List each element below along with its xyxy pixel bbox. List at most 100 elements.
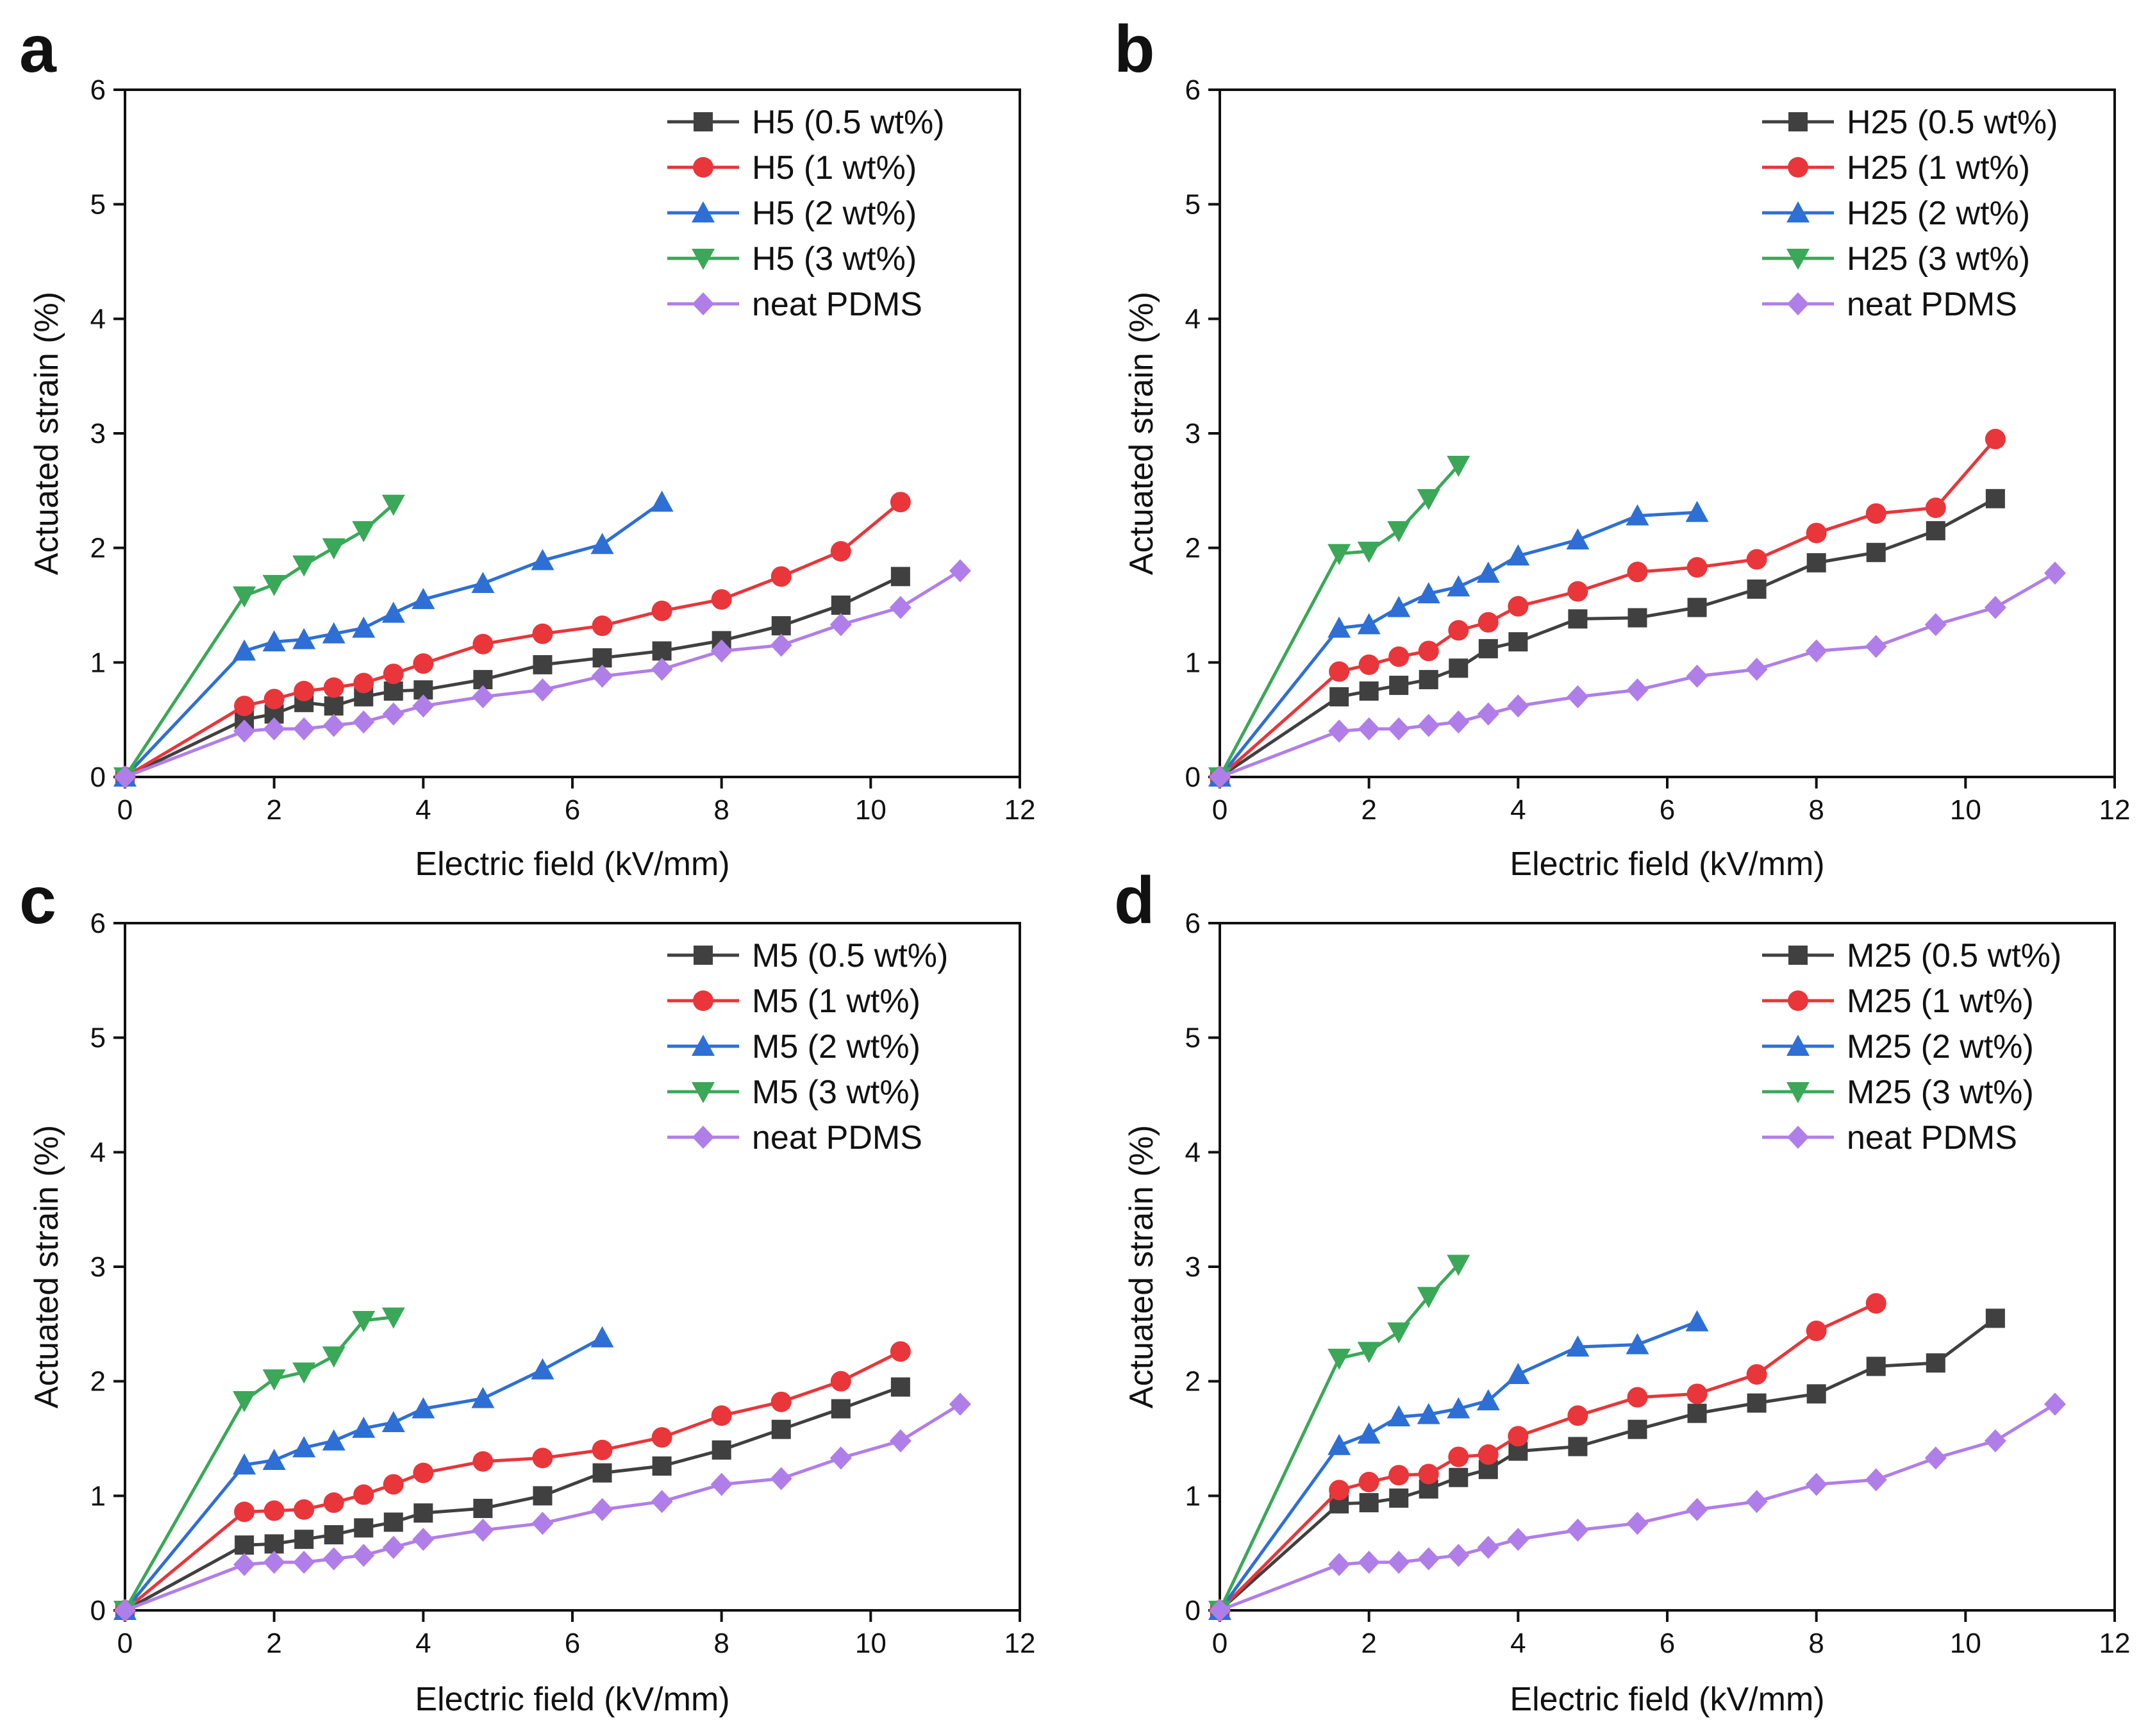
data-point	[1568, 1437, 1588, 1456]
data-point	[383, 1512, 403, 1532]
series-line	[1219, 1317, 1997, 1612]
data-point	[322, 1547, 345, 1571]
data-point	[1476, 561, 1500, 583]
data-point	[650, 490, 674, 512]
data-point	[949, 559, 971, 583]
x-tick-label: 0	[117, 1628, 133, 1659]
y-tick-label: 5	[90, 1022, 106, 1054]
y-tick-label: 3	[1185, 1251, 1201, 1283]
data-point	[1687, 1403, 1707, 1423]
series-2	[1208, 1310, 1709, 1620]
series-line	[124, 1349, 902, 1612]
data-point	[1926, 521, 1945, 540]
data-point	[262, 1448, 286, 1470]
data-point	[1746, 549, 1767, 570]
data-point	[1329, 1480, 1350, 1501]
series-4	[114, 1392, 971, 1622]
data-point	[412, 588, 435, 610]
data-point	[711, 1405, 732, 1426]
data-point	[1478, 638, 1498, 658]
data-point	[1985, 428, 2006, 449]
data-point	[829, 1446, 852, 1470]
data-point	[1388, 1465, 1410, 1486]
data-point	[1328, 719, 1351, 743]
legend-item: M25 (1 wt%)	[1762, 983, 2034, 1020]
data-point	[651, 1427, 672, 1448]
data-point	[1985, 488, 2005, 508]
data-point	[262, 1369, 286, 1391]
legend-marker	[692, 1035, 715, 1056]
y-tick-label: 6	[90, 908, 106, 939]
x-tick-label: 2	[266, 794, 281, 826]
legend-label: neat PDMS	[1847, 1119, 2017, 1156]
data-point	[383, 681, 403, 701]
y-tick-label: 4	[1185, 1137, 1201, 1168]
legend-item: M5 (3 wt%)	[667, 1074, 920, 1111]
data-point	[710, 639, 733, 663]
data-point	[590, 1326, 614, 1348]
series-layer	[1208, 1255, 2066, 1622]
y-tick-label: 0	[90, 762, 106, 793]
data-point	[1865, 1468, 1887, 1492]
data-point	[1388, 717, 1410, 740]
data-point	[1359, 1493, 1379, 1513]
data-point	[352, 1310, 376, 1332]
series-1	[115, 492, 911, 787]
data-point	[381, 1410, 405, 1432]
data-point	[1627, 562, 1648, 583]
data-point	[1449, 1467, 1469, 1487]
data-point	[412, 1528, 435, 1551]
data-point	[263, 689, 285, 710]
legend-item: M25 (3 wt%)	[1762, 1074, 2034, 1111]
data-point	[1507, 694, 1529, 718]
legend-item: M25 (0.5 wt%)	[1762, 937, 2061, 974]
legend-marker	[1788, 946, 1808, 965]
data-point	[591, 1498, 613, 1521]
data-point	[235, 1535, 254, 1555]
data-point	[1506, 544, 1530, 566]
data-point	[1478, 612, 1499, 633]
data-point	[1359, 681, 1379, 701]
data-point	[1686, 1498, 1708, 1521]
data-point	[1417, 1547, 1440, 1571]
y-tick-label: 6	[1185, 74, 1201, 106]
data-point	[263, 1550, 285, 1574]
data-point	[383, 664, 404, 685]
data-point	[1686, 1383, 1708, 1405]
series-0	[1210, 1308, 2005, 1620]
data-point	[1419, 670, 1438, 690]
data-point	[1418, 1464, 1439, 1485]
y-axis-title: Actuated strain (%)	[28, 292, 65, 575]
panel-label-a: a	[19, 12, 57, 87]
data-point	[1476, 1389, 1500, 1411]
data-point	[651, 600, 672, 621]
y-tick-label: 6	[90, 74, 106, 106]
data-point	[1627, 1387, 1648, 1408]
data-point	[1388, 646, 1410, 667]
data-point	[1357, 1342, 1381, 1364]
data-point	[472, 685, 494, 708]
data-point	[1448, 1446, 1469, 1467]
legend-item: M5 (2 wt%)	[667, 1028, 920, 1065]
legend-item: H5 (1 wt%)	[667, 149, 917, 187]
series-2	[1208, 501, 1709, 787]
data-point	[890, 492, 911, 513]
series-line	[1219, 1301, 1877, 1612]
x-tick-label: 10	[1950, 1628, 1981, 1659]
data-point	[1358, 1550, 1380, 1574]
data-point	[1447, 456, 1470, 478]
data-point	[353, 710, 375, 734]
legend-label: H5 (0.5 wt%)	[752, 104, 945, 141]
legend-item: H5 (0.5 wt%)	[667, 104, 945, 141]
data-point	[890, 1377, 910, 1397]
data-point	[1417, 582, 1440, 604]
data-point	[1358, 1471, 1379, 1492]
legend-marker	[1786, 1082, 1810, 1103]
data-point	[293, 717, 315, 740]
data-point	[532, 1448, 553, 1469]
data-point	[1328, 1433, 1351, 1455]
data-point	[1387, 596, 1411, 617]
data-point	[651, 1490, 673, 1514]
